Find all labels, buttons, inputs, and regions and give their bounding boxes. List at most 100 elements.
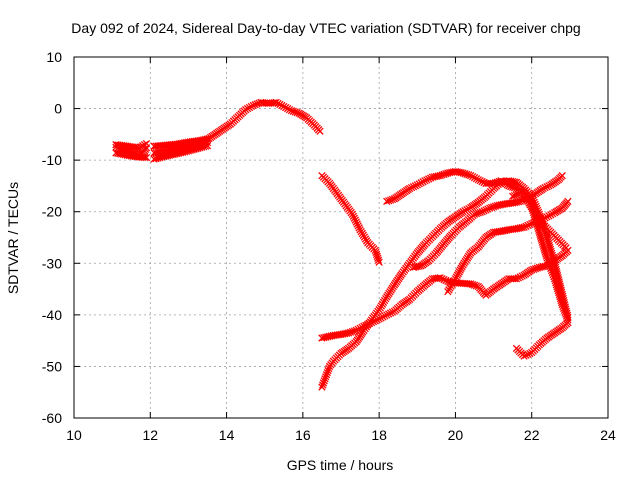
data-point-marker [478,208,486,216]
data-point-marker [520,187,528,195]
y-axis-label: SDTVAR / TECUs [5,182,21,294]
axis-ticks: 10 12 14 16 18 20 22 24 10 0 -10 -20 -30 -40 -50 -60 [42,49,616,443]
x-axis-label: GPS time / hours [287,457,394,473]
data-point-marker [323,368,331,377]
data-point-marker [522,222,530,230]
data-point-marker [478,177,486,186]
x-tick-label: 20 [448,427,464,443]
data-point-marker [385,310,393,318]
data-point-marker [203,138,212,147]
x-tick-label: 24 [600,427,616,443]
data-point-marker [321,375,329,383]
series-track-n [512,318,572,360]
data-point-marker [350,214,359,222]
data-point-marker [557,298,566,307]
data-point-marker [371,317,379,325]
data-point-marker [383,311,391,319]
data-point-marker [362,321,370,329]
data-point-marker [411,182,420,190]
chart-title: Day 092 of 2024, Sidereal Day-to-day VTE… [71,20,580,36]
plot-frame [73,56,609,419]
data-point-marker [547,264,555,273]
data-point-marker [476,176,484,185]
data-point-marker [539,184,547,193]
data-point-marker [319,379,328,387]
data-point-marker [549,270,557,279]
data-point-marker [320,377,328,385]
data-series [112,98,572,391]
data-point-marker [142,139,151,148]
data-point-marker [374,254,382,262]
data-point-marker [348,210,357,218]
data-point-marker [352,218,360,226]
data-point-marker [369,318,378,326]
data-point-marker [371,246,379,255]
data-point-marker [544,258,553,266]
data-point-marker [353,220,361,228]
y-tick-label: -60 [42,410,62,426]
data-point-marker [516,197,524,206]
data-point-marker [373,316,381,324]
data-point-marker [550,273,558,281]
data-point-marker [564,197,572,206]
data-point-marker [526,220,534,229]
data-point-marker [322,373,330,381]
data-point-marker [360,322,368,330]
data-point-marker [438,274,446,283]
data-point-marker [526,349,534,358]
data-point-marker [372,250,381,259]
data-point-marker [484,205,492,213]
x-tick-label: 14 [219,427,235,443]
x-tick-label: 10 [66,427,82,443]
data-point-marker [319,381,327,389]
y-tick-label: -40 [42,307,62,323]
data-point-marker [349,212,358,220]
data-point-marker [355,224,363,232]
data-point-marker [354,222,362,230]
data-point-marker [524,350,532,358]
data-point-marker [351,216,359,224]
series-track-c [112,139,151,152]
data-point-marker [544,256,552,264]
data-point-marker [564,318,572,327]
data-point-marker [201,139,210,147]
data-point-marker [316,127,324,135]
data-point-marker [373,252,381,260]
y-tick-label: 10 [46,49,62,65]
data-point-marker [322,371,331,379]
series-track-h [318,171,383,266]
data-point-marker [405,184,414,193]
data-point-marker [249,101,257,110]
data-point-marker [324,366,332,375]
data-point-marker [542,252,551,260]
data-point-marker [465,171,473,179]
series-track-m [444,197,572,296]
series-track-l [409,171,566,272]
data-point-marker [375,258,383,266]
grid [74,57,608,418]
data-point-marker [562,310,570,318]
data-point-marker [372,248,380,257]
data-point-marker [386,309,395,317]
data-point-marker [512,275,521,283]
data-point-marker [325,364,333,373]
y-tick-label: -50 [42,358,62,374]
data-point-marker [407,183,416,192]
x-tick-label: 12 [142,427,158,443]
data-point-marker [520,352,528,360]
data-point-marker [251,101,259,109]
data-point-marker [558,300,566,309]
data-point-marker [350,327,359,335]
data-point-marker [476,208,484,217]
data-point-marker [518,272,526,280]
data-point-marker [564,316,572,324]
data-point-marker [562,312,571,320]
data-point-marker [365,319,374,328]
data-point-marker [140,153,149,162]
data-point-marker [562,244,570,252]
data-point-marker [545,182,553,190]
data-point-marker [409,183,418,191]
series-track-f [150,138,212,157]
x-tick-label: 22 [524,427,540,443]
